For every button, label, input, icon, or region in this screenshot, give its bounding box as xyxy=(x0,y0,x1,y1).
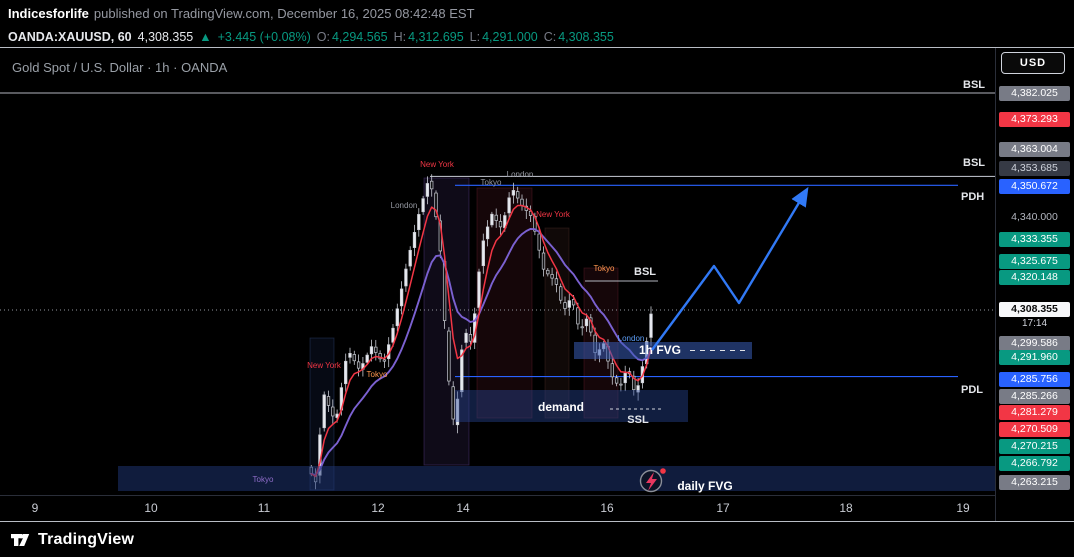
price-axis-label: 4,325.675 xyxy=(999,253,1070,269)
svg-text:New York: New York xyxy=(420,160,455,169)
symbol-name[interactable]: OANDA:XAUUSD, 60 xyxy=(8,29,132,44)
svg-text:BSL: BSL xyxy=(634,266,656,278)
price-axis-label: 4,350.672 xyxy=(999,178,1070,194)
price-axis-label: 4,308.355 xyxy=(999,301,1070,317)
chart-area: Gold Spot / U.S. Dollar · 1h · OANDA dem… xyxy=(0,47,1074,522)
price-change: +3.445 (+0.08%) xyxy=(217,29,311,44)
open-value: O: 4,294.565 xyxy=(316,29,388,44)
tradingview-logo-icon[interactable] xyxy=(10,531,32,549)
time-axis-label: 10 xyxy=(144,501,158,515)
price-axis-label: 4,270.509 xyxy=(999,421,1070,437)
svg-text:PDL: PDL xyxy=(961,384,983,396)
change-direction-icon: ▲ xyxy=(199,29,212,44)
chart-canvas[interactable]: demand 1h FVG daily FVG BSL SSL BSL BSL PDH PDL N… xyxy=(0,48,995,495)
price-axis-label: 4,299.586 xyxy=(999,335,1070,351)
svg-text:New York: New York xyxy=(307,361,342,370)
svg-text:London: London xyxy=(391,201,418,210)
price-axis-label: 4,291.960 xyxy=(999,349,1070,365)
author-name[interactable]: Indicesforlife xyxy=(8,6,89,21)
price-axis-label: 4,340.000 xyxy=(1011,210,1058,223)
time-axis-label: 19 xyxy=(956,501,970,515)
currency-button[interactable]: USD xyxy=(1001,52,1065,74)
tradingview-wordmark[interactable]: TradingView xyxy=(38,530,135,548)
price-axis-label: 4,373.293 xyxy=(999,111,1070,127)
close-value: C: 4,308.355 xyxy=(543,29,614,44)
time-axis-label: 9 xyxy=(31,501,39,515)
svg-text:Tokyo: Tokyo xyxy=(594,264,615,273)
price-axis-label: 4,263.215 xyxy=(999,474,1070,490)
price-axis-label: 4,333.355 xyxy=(999,231,1070,247)
low-value: L: 4,291.000 xyxy=(469,29,538,44)
chart-pane[interactable]: Gold Spot / U.S. Dollar · 1h · OANDA dem… xyxy=(0,48,995,495)
svg-text:Tokyo: Tokyo xyxy=(481,178,502,187)
svg-text:daily FVG: daily FVG xyxy=(677,479,732,493)
high-value: H: 4,312.695 xyxy=(393,29,464,44)
price-axis-label: 4,270.215 xyxy=(999,438,1070,454)
chart-title: Gold Spot / U.S. Dollar · 1h · OANDA xyxy=(12,60,228,75)
last-price: 4,308.355 xyxy=(137,29,194,44)
publish-bar: Indicesforlife published on TradingView.… xyxy=(0,0,1074,27)
svg-text:New York: New York xyxy=(536,210,571,219)
time-axis-label: 18 xyxy=(839,501,853,515)
svg-text:BSL: BSL xyxy=(963,157,985,169)
footer-bar: TradingView xyxy=(0,522,1074,557)
chart-frame-top xyxy=(0,47,1074,48)
price-axis-label: 4,285.266 xyxy=(999,388,1070,404)
svg-text:London: London xyxy=(507,170,534,179)
price-axis-label: 4,353.685 xyxy=(999,160,1070,176)
svg-text:London: London xyxy=(618,334,645,343)
price-axis[interactable]: USD 4,382.025 4,373.293 4,363.004 4,353.685… xyxy=(995,48,1074,521)
svg-text:demand: demand xyxy=(538,400,584,414)
svg-text:Tokyo: Tokyo xyxy=(367,370,388,379)
svg-text:Tokyo: Tokyo xyxy=(253,475,274,484)
svg-text:BSL: BSL xyxy=(963,79,985,91)
svg-text:PDH: PDH xyxy=(961,191,984,203)
svg-text:SSL: SSL xyxy=(627,414,649,426)
chart-frame-bottom xyxy=(0,521,1074,522)
publish-info: published on TradingView.com, December 1… xyxy=(93,6,475,21)
price-axis-label: 4,266.792 xyxy=(999,455,1070,471)
symbol-bar: OANDA:XAUUSD, 60 4,308.355 ▲ +3.445 (+0.… xyxy=(0,26,1074,47)
svg-text:1h FVG: 1h FVG xyxy=(639,343,681,357)
price-axis-label: 4,285.756 xyxy=(999,371,1070,387)
time-axis-label: 17 xyxy=(716,501,730,515)
price-axis-label: 4,363.004 xyxy=(999,141,1070,157)
price-axis-label: 17:14 xyxy=(1021,317,1048,329)
time-axis-label: 11 xyxy=(257,501,271,515)
time-axis[interactable]: 9 10 11 12 14 16 17 18 19 xyxy=(0,495,995,521)
time-axis-label: 14 xyxy=(456,501,470,515)
price-axis-label: 4,382.025 xyxy=(999,85,1070,101)
time-axis-label: 16 xyxy=(600,501,614,515)
time-axis-label: 12 xyxy=(371,501,385,515)
price-axis-label: 4,281.279 xyxy=(999,404,1070,420)
price-axis-label: 4,320.148 xyxy=(999,269,1070,285)
